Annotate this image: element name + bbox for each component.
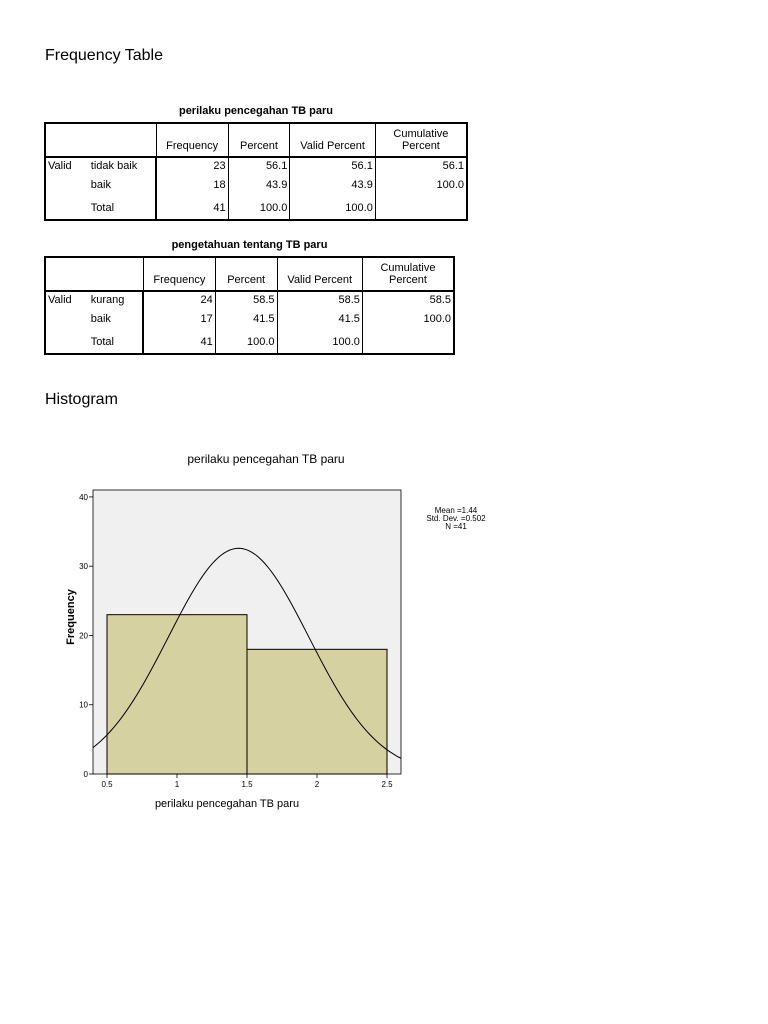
cell-percent: 100.0: [214, 330, 278, 354]
header-frequency: Frequency: [155, 123, 229, 158]
header-percent: Percent: [214, 257, 278, 292]
header-valid-percent: Valid Percent: [276, 257, 363, 292]
frequency-table-heading: Frequency Table: [45, 47, 163, 64]
x-axis-label: perilaku pencegahan TB paru: [155, 798, 299, 810]
cell-valid-percent: 41.5: [276, 311, 363, 330]
y-tick-label: 40: [79, 493, 88, 502]
cell-frequency: 41: [142, 330, 216, 354]
normal-curve: [92, 547, 402, 759]
row-label: Total: [90, 202, 115, 214]
frequency-table: Frequency Percent Valid Percent Cumulati…: [44, 256, 455, 355]
x-tick-label: 2: [315, 780, 320, 789]
table-row: Valid kurang 24 58.5 58.5 58.5: [45, 291, 454, 311]
group-label: Valid: [48, 294, 72, 306]
table-row: Valid tidak baik 23 56.1 56.1 56.1: [45, 157, 467, 177]
y-tick-label: 10: [79, 701, 88, 710]
cell-percent: 41.5: [214, 311, 278, 330]
cell-frequency: 17: [142, 311, 216, 330]
cell-valid-percent: 58.5: [276, 291, 363, 311]
cell-cumulative-percent: [361, 330, 454, 354]
cell-frequency: 24: [142, 291, 216, 311]
cell-valid-percent: 56.1: [289, 157, 376, 177]
chart-title: perilaku pencegahan TB paru: [187, 452, 344, 466]
table-caption: pengetahuan tentang TB paru: [171, 239, 328, 251]
table-row-total: Total 41 100.0 100.0: [45, 330, 454, 354]
histogram-svg: perilaku pencegahan TB paru 0 10 20 30 40 0.…: [65, 452, 486, 810]
cell-percent: 100.0: [227, 196, 290, 220]
row-label: tidak baik: [90, 160, 138, 172]
x-tick-label: 1.5: [241, 780, 253, 789]
cell-cumulative-percent: 100.0: [361, 311, 454, 330]
header-valid-percent: Valid Percent: [289, 123, 376, 158]
statistics-label: Std. Dev. =0.502: [426, 514, 486, 523]
cell-percent: 43.9: [227, 177, 290, 196]
header-cumulative-percent: Cumulative Percent: [374, 123, 467, 158]
cell-frequency: 23: [155, 157, 229, 177]
x-tick-label: 0.5: [101, 780, 113, 789]
header-blank: [45, 123, 157, 158]
row-label: baik: [90, 313, 111, 325]
y-axis-label: Frequency: [65, 588, 77, 645]
group-label: Valid: [48, 160, 72, 172]
table-row-total: Total 41 100.0 100.0: [45, 196, 467, 220]
cell-cumulative-percent: 58.5: [361, 291, 454, 311]
frequency-table: Frequency Percent Valid Percent Cumulati…: [44, 122, 468, 221]
cell-frequency: 41: [155, 196, 229, 220]
cell-frequency: 18: [155, 177, 229, 196]
table-pengetahuan: pengetahuan tentang TB paru Frequency Pe…: [44, 239, 455, 355]
cell-percent: 56.1: [227, 157, 290, 177]
cell-valid-percent: 43.9: [289, 177, 376, 196]
table-row: baik 18 43.9 43.9 100.0: [45, 177, 467, 196]
header-percent: Percent: [227, 123, 290, 158]
table-caption: perilaku pencegahan TB paru: [178, 105, 334, 117]
histogram-chart: perilaku pencegahan TB paru 0 10 20 30 40 0.…: [60, 445, 500, 825]
y-tick-label: 0: [84, 770, 89, 779]
y-tick-label: 30: [79, 562, 88, 571]
table-perilaku: perilaku pencegahan TB paru Frequency Pe…: [44, 105, 468, 221]
row-label: Total: [90, 336, 114, 348]
statistics-label: N =41: [445, 522, 467, 531]
statistics-label: Mean =1.44: [435, 506, 478, 515]
cell-cumulative-percent: 56.1: [374, 157, 467, 177]
header-cumulative-percent: Cumulative Percent: [361, 257, 454, 292]
histogram-heading: Histogram: [45, 391, 118, 408]
x-tick-label: 2.5: [381, 780, 393, 789]
table-row: baik 17 41.5 41.5 100.0: [45, 311, 454, 330]
cell-cumulative-percent: 100.0: [374, 177, 467, 196]
header-blank: [45, 257, 144, 292]
cell-valid-percent: 100.0: [289, 196, 376, 220]
header-frequency: Frequency: [142, 257, 216, 292]
x-tick-label: 1: [175, 780, 180, 789]
cell-cumulative-percent: [374, 196, 467, 220]
cell-percent: 58.5: [214, 291, 278, 311]
row-label: kurang: [90, 294, 125, 306]
row-label: baik: [90, 179, 111, 191]
cell-valid-percent: 100.0: [276, 330, 363, 354]
histogram-bar: [106, 614, 248, 775]
y-tick-label: 20: [79, 631, 88, 640]
histogram-bar: [246, 648, 388, 775]
